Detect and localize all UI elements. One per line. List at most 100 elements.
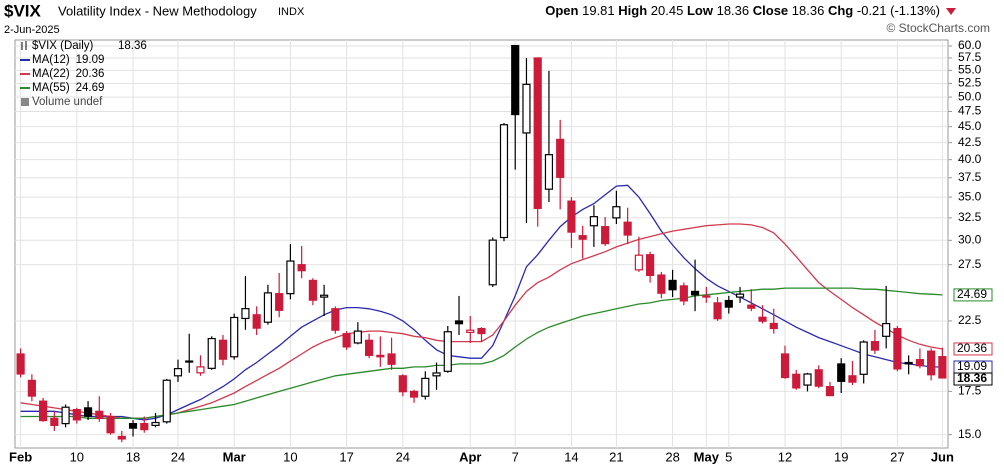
last-value-label: 24.69 (957, 287, 987, 301)
candle-body (702, 295, 711, 298)
candle-body (353, 330, 362, 344)
x-tick-label: 17 (339, 449, 353, 464)
candle-body (275, 293, 284, 311)
candle-body (859, 341, 868, 375)
y-tick-label: 60.0 (958, 38, 982, 52)
candle-body (409, 390, 419, 398)
x-tick-label: 19 (834, 449, 848, 464)
watermark: © StockCharts.com (886, 21, 990, 35)
plot-frame (14, 39, 949, 449)
y-tick-label: 40.0 (958, 152, 982, 166)
candle-body (488, 239, 497, 286)
candle-body (398, 375, 407, 393)
candle-body (207, 337, 216, 369)
candle-body (522, 83, 531, 134)
y-tick-label: 57.5 (958, 50, 982, 64)
legend-value: 24.69 (76, 82, 105, 94)
exchange: INDX (278, 6, 305, 18)
candle-body (61, 406, 70, 425)
legend-text: $VIX (Daily) (32, 40, 94, 52)
candle-body (589, 216, 598, 227)
candle-body (432, 372, 441, 377)
candle-body (241, 308, 250, 320)
chart-title: $VIX (4, 1, 42, 20)
candle-body (904, 361, 913, 365)
candle-body (286, 260, 295, 295)
last-value-label: 18.36 (957, 371, 987, 385)
candle-body (308, 279, 317, 301)
x-tick-label: 14 (564, 449, 578, 464)
header-label: High (618, 3, 647, 18)
candle-body (747, 304, 756, 309)
date: 2-Jun-2025 (4, 24, 60, 36)
candle-body (95, 410, 104, 420)
header-value: 18.36 (792, 3, 825, 18)
candle-body (365, 339, 374, 356)
candle-body (173, 368, 183, 377)
candle-body (713, 302, 722, 320)
candle-body (870, 341, 880, 351)
legend-icon (21, 41, 27, 50)
candle-body (511, 44, 520, 116)
candle-body (443, 331, 452, 372)
x-tick-label: May (694, 449, 720, 464)
header-value: 19.81 (582, 3, 615, 18)
header-label: Open (545, 3, 578, 18)
x-tick-label: 7 (512, 449, 519, 464)
candle-body (769, 322, 778, 330)
candle-body (320, 294, 329, 298)
candle-body (128, 423, 138, 429)
y-tick-label: 52.5 (958, 76, 982, 90)
candle-body (162, 379, 171, 423)
candle-body (151, 421, 160, 427)
legend-text: MA(12) (32, 54, 70, 66)
candle-body (803, 373, 812, 386)
y-tick-label: 17.5 (958, 384, 982, 398)
x-tick-label: 27 (890, 449, 904, 464)
candle-body (106, 415, 115, 434)
last-value-box (953, 288, 993, 302)
legend-text: MA(22) (32, 68, 70, 80)
candle-body (612, 206, 621, 219)
candle-body (758, 316, 767, 322)
candle-body (646, 254, 655, 276)
legend-value: 19.09 (76, 54, 105, 66)
x-tick-label: 10 (70, 449, 84, 464)
candle-body (938, 356, 947, 379)
last-value-box (953, 342, 993, 356)
ma-line (20, 184, 943, 421)
candle-body (825, 386, 835, 397)
candle-body (16, 353, 25, 375)
chart-subtitle: Volatility Index - New Methodology (58, 3, 257, 18)
candle-body (893, 327, 902, 370)
candle-body (39, 400, 48, 422)
change-pct: (-1.13%) (890, 3, 940, 18)
header-label: Low (687, 3, 714, 18)
down-arrow (946, 8, 956, 15)
candle-body (387, 353, 396, 365)
x-tick-label: 24 (396, 449, 410, 464)
y-tick-label: 55.0 (958, 63, 982, 77)
x-tick-label: Feb (9, 449, 32, 464)
y-tick-label: 42.5 (958, 135, 982, 149)
legend-value: 18.36 (118, 40, 147, 52)
y-tick-label: 47.5 (958, 104, 982, 118)
legend-value: 20.36 (76, 68, 105, 80)
legend-text: MA(55) (32, 82, 70, 94)
candle-body (342, 333, 351, 348)
candle-body (634, 254, 643, 271)
candle-body (814, 369, 823, 387)
last-value-label: 19.09 (957, 359, 987, 373)
candle-body (657, 274, 666, 294)
candle-body (915, 359, 924, 367)
candle-body (792, 373, 801, 389)
last-value-box (953, 372, 993, 386)
candle-body (837, 363, 846, 382)
header-label: Close (753, 3, 788, 18)
header-value: 20.45 (651, 3, 684, 18)
candle-body (735, 293, 745, 298)
y-tick-label: 50.0 (958, 89, 982, 103)
candle-body (252, 314, 261, 329)
candle-body (477, 327, 486, 335)
